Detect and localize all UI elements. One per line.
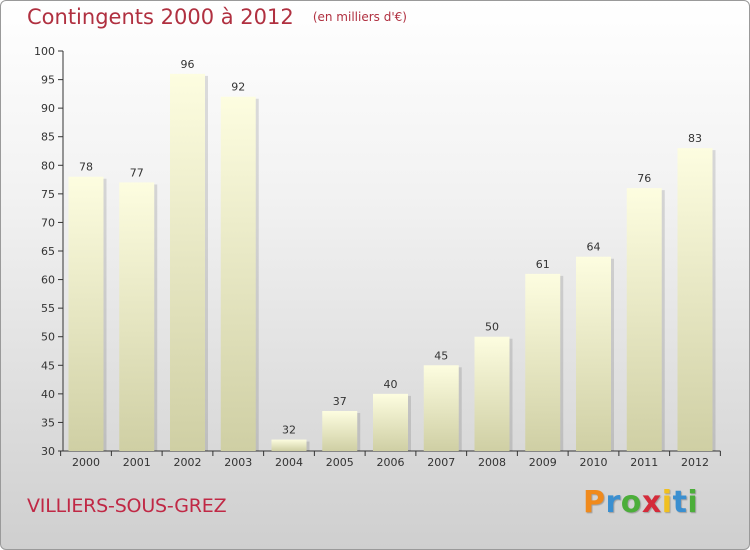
x-tick-label: 2009	[529, 456, 557, 469]
proxiti-logo: Proxiti	[583, 485, 698, 520]
y-tick-label: 35	[41, 416, 55, 429]
logo-letter: t	[672, 485, 688, 520]
bar-value-label: 76	[637, 172, 651, 185]
bar	[68, 176, 104, 451]
logo-letter: i	[661, 485, 673, 520]
x-axis: 2000 2001 2002 2003 2004 2005 2006 2007 2008 2009…	[60, 450, 721, 469]
x-tick-label: 2007	[427, 456, 455, 469]
y-tick-label: 85	[41, 131, 55, 144]
x-tick-label: 2004	[275, 456, 303, 469]
bar-value-label: 32	[282, 424, 296, 437]
y-tick-label: 95	[41, 74, 55, 87]
y-tick-label: 55	[41, 302, 55, 315]
x-tick-label: 2005	[326, 456, 354, 469]
bar	[170, 73, 205, 451]
x-tick-label: 2002	[174, 456, 202, 469]
x-tick-label: 2008	[478, 456, 506, 469]
bar-value-label: 50	[485, 321, 499, 334]
bar	[525, 273, 561, 451]
y-tick-label: 75	[41, 188, 55, 201]
y-tick-label: 70	[41, 216, 55, 229]
bar	[626, 188, 662, 451]
bar-value-label: 45	[434, 349, 448, 362]
chart-title: Contingents 2000 à 2012 (en milliers d'€…	[27, 5, 407, 29]
x-tick-label: 2003	[224, 456, 252, 469]
y-tick-label: 65	[41, 245, 55, 258]
bar-value-label: 64	[587, 241, 601, 254]
logo-letter: r	[605, 485, 621, 520]
logo-letter: o	[620, 485, 642, 520]
bar	[474, 336, 510, 451]
y-tick-label: 80	[41, 159, 55, 172]
y-tick-label: 40	[41, 388, 55, 401]
bar-value-label: 78	[79, 161, 93, 174]
y-tick-label: 30	[41, 445, 55, 458]
logo-letter: P	[583, 485, 606, 520]
logo-letter: i	[687, 485, 699, 520]
bar	[271, 439, 307, 451]
bar	[576, 256, 611, 451]
bar-value-label: 77	[130, 166, 144, 179]
bar-value-label: 37	[333, 395, 347, 408]
x-tick-label: 2000	[72, 456, 100, 469]
bar	[322, 411, 358, 451]
y-tick-label: 45	[41, 359, 55, 372]
bar	[119, 182, 155, 451]
chart-title-text: Contingents 2000 à 2012	[27, 5, 294, 29]
y-tick-label: 90	[41, 102, 55, 115]
bar	[220, 96, 256, 451]
x-tick-label: 2001	[123, 456, 151, 469]
y-axis: 30 35 40 45 50 55 60 65 70 75 80 85 90 95 100	[34, 45, 64, 458]
bar-value-label: 92	[231, 81, 245, 94]
location-name: VILLIERS-SOUS-GREZ	[27, 495, 227, 517]
bar-value-label: 96	[181, 58, 195, 71]
x-tick-label: 2010	[580, 456, 608, 469]
bar-value-label: 83	[688, 132, 702, 145]
bar-value-label: 61	[536, 258, 550, 271]
x-tick-label: 2006	[377, 456, 405, 469]
bar-value-label: 40	[384, 378, 398, 391]
bars-group: 78 77 96 92 32 37 40 45 50 61 64 76 83	[68, 58, 716, 451]
x-tick-label: 2012	[681, 456, 709, 469]
y-tick-label: 60	[41, 274, 55, 287]
bar	[423, 365, 459, 451]
bar	[677, 148, 713, 451]
x-tick-label: 2011	[630, 456, 658, 469]
bar	[373, 393, 408, 451]
chart-subtitle: (en milliers d'€)	[312, 10, 407, 24]
y-tick-label: 50	[41, 331, 55, 344]
logo-letter: x	[641, 485, 662, 520]
y-tick-label: 100	[34, 45, 55, 58]
